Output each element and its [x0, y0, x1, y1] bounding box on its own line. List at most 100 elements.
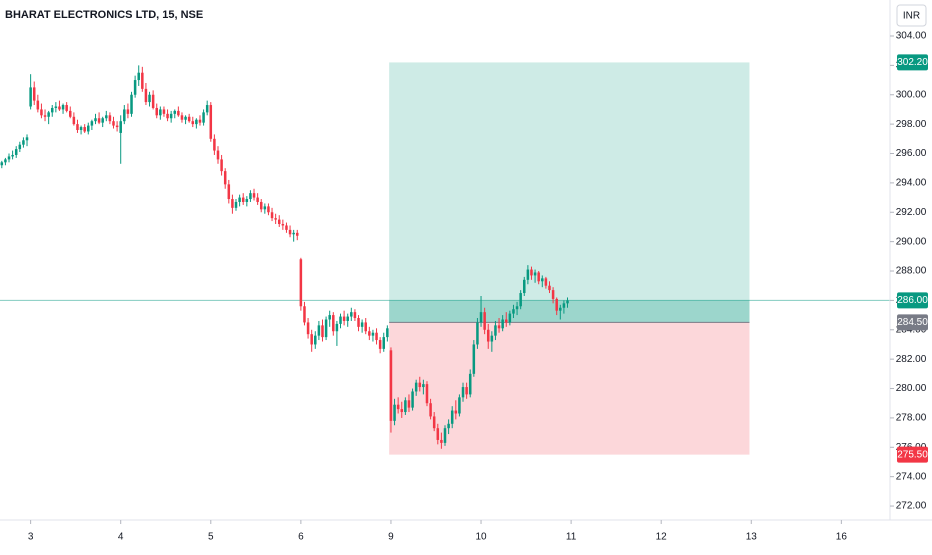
- candle-body: [555, 298, 558, 311]
- currency-button[interactable]: [896, 4, 927, 27]
- candle-body: [58, 106, 61, 110]
- candle-body: [486, 329, 490, 342]
- candle-body: [458, 397, 461, 414]
- candle-body: [277, 219, 281, 225]
- candle-body: [32, 87, 36, 101]
- entry-tag: [897, 314, 928, 331]
- candle-body: [342, 316, 346, 321]
- x-tick-label: 9: [388, 532, 394, 543]
- candle-body: [512, 309, 515, 314]
- candle-body: [566, 300, 569, 304]
- candle-body: [79, 127, 83, 130]
- candle-body: [241, 197, 245, 202]
- candle-body: [238, 197, 241, 202]
- candle-body: [364, 322, 367, 332]
- candle-body: [7, 156, 11, 160]
- candle-body: [231, 199, 234, 208]
- x-tick-label: 11: [566, 532, 577, 543]
- candle-body: [476, 322, 479, 345]
- candle-body: [18, 144, 22, 150]
- candle-body: [115, 125, 119, 128]
- candle-body: [54, 106, 58, 108]
- stop-tag-label: 275.50: [897, 449, 928, 460]
- candle-body: [461, 387, 465, 398]
- candle-body: [501, 319, 504, 329]
- candle-body: [400, 409, 404, 413]
- candle-body: [429, 403, 432, 417]
- entry-tag-label: 284.50: [897, 317, 928, 328]
- candle-body: [407, 400, 411, 408]
- candle-body: [234, 201, 238, 208]
- candle-body: [425, 384, 429, 404]
- candle-body: [281, 224, 285, 226]
- profit-zone: [389, 62, 750, 323]
- candle-body: [245, 199, 249, 202]
- candle-body: [335, 323, 339, 332]
- candle-body: [101, 118, 104, 123]
- candle-body: [108, 115, 112, 122]
- candle-body: [368, 331, 371, 336]
- candle-body: [422, 384, 425, 388]
- candle-body: [404, 400, 407, 413]
- candle-body: [112, 121, 115, 126]
- candle-body: [523, 279, 526, 294]
- candle-body: [339, 316, 342, 324]
- stop-tag: [897, 446, 928, 463]
- candle-body: [544, 278, 548, 286]
- candle-body: [443, 428, 447, 443]
- candle-body: [396, 404, 400, 410]
- candle-body: [508, 313, 512, 323]
- candle-body: [292, 232, 295, 235]
- candle-body: [25, 137, 29, 141]
- candle-body: [191, 121, 195, 125]
- candle-body: [559, 307, 562, 311]
- candle-body: [184, 116, 187, 120]
- x-tick-label: 12: [656, 532, 668, 543]
- candle-body: [151, 94, 155, 108]
- candle-body: [169, 113, 173, 119]
- candle-body: [40, 109, 43, 116]
- candle-body: [123, 109, 126, 122]
- candle-body: [562, 303, 566, 308]
- candle-body: [375, 332, 378, 341]
- candle-body: [382, 337, 386, 349]
- candle-body: [162, 109, 166, 114]
- candle-body: [195, 119, 198, 125]
- candle-body: [411, 391, 414, 408]
- candle-body: [465, 387, 468, 395]
- candle-body: [299, 259, 303, 307]
- y-tick-label: 296.00: [896, 148, 927, 159]
- candle-body: [87, 125, 90, 132]
- candle-body: [249, 193, 252, 200]
- candle-body: [180, 115, 184, 120]
- x-tick-label: 13: [746, 532, 758, 543]
- candle-body: [454, 410, 458, 414]
- candle-body: [432, 416, 436, 429]
- candle-body: [418, 382, 422, 388]
- y-tick-label: 300.00: [896, 89, 927, 100]
- candle-body: [166, 113, 169, 119]
- candle-body: [533, 272, 537, 276]
- candle-body: [468, 373, 472, 395]
- plot-area: [0, 62, 890, 455]
- candle-body: [205, 105, 209, 113]
- candle-body: [483, 312, 486, 330]
- candle-body: [324, 319, 328, 338]
- candle-body: [386, 328, 389, 338]
- candle-body: [97, 118, 101, 123]
- candle-body: [4, 159, 7, 163]
- y-tick-label: 292.00: [896, 207, 927, 218]
- candle-body: [328, 315, 331, 320]
- candle-body: [296, 232, 299, 236]
- candle-body: [137, 72, 140, 81]
- y-tick-label: 298.00: [896, 119, 927, 130]
- x-tick-label: 4: [118, 532, 124, 543]
- candle-body: [155, 107, 159, 116]
- candle-body: [14, 149, 18, 155]
- candle-body: [285, 225, 288, 230]
- y-tick-label: 278.00: [896, 413, 927, 424]
- currency-label[interactable]: INR: [903, 11, 920, 22]
- candle-body: [159, 109, 162, 116]
